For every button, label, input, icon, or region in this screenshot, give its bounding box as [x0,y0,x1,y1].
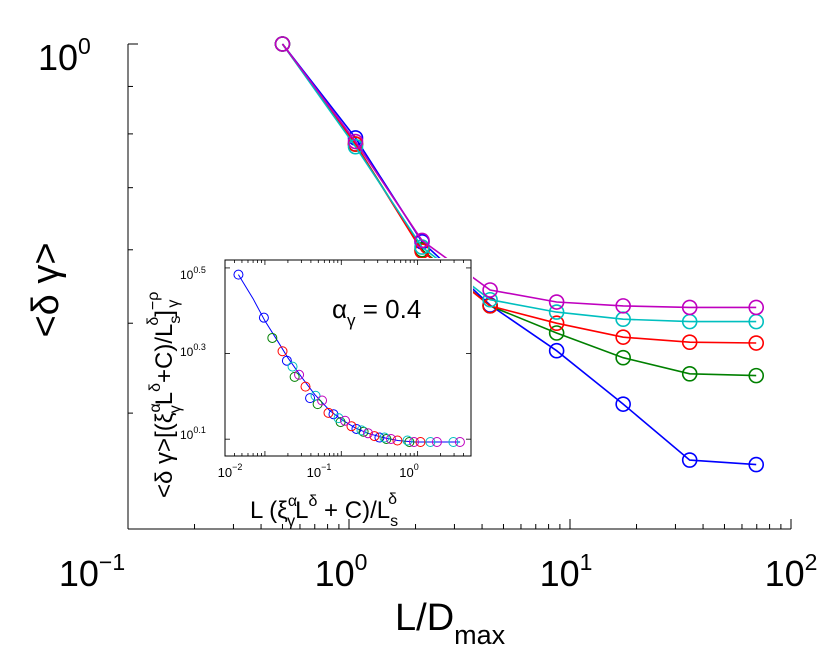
main-point-magenta [748,299,765,316]
inset-point-cyan [425,436,436,447]
main-point-red [548,315,565,332]
main-point-green [615,349,631,366]
inset-point-magenta [454,436,465,447]
inset-point-cyan [310,390,321,401]
main-point-blue [615,396,631,412]
inset-fit-line [237,274,461,443]
inset-point-blue [281,355,292,366]
main-point-magenta [681,299,698,316]
main-point-green [748,367,765,384]
inset-frame [224,259,472,457]
inset-point-red [415,436,426,447]
inset-plot: 10−2 10−1 100 100.1 100.3 100.5 αγ = 0.4… [145,258,473,530]
main-series-line-red [281,43,757,344]
inset-point-magenta [340,415,351,426]
main-point-blue [681,452,698,468]
inset-point-red [300,381,311,392]
main-point-blue [548,342,565,359]
inset-ytick-label-2: 100.5 [180,265,206,282]
inset-ytick-label-1: 100.3 [180,342,206,359]
inset-point-red [392,435,403,446]
main-ytick-label-0: 100 [38,33,91,78]
inset-point-blue [374,432,385,443]
inset-point-magenta [294,369,305,380]
inset-point-magenta [408,436,419,447]
main-point-magenta [347,133,364,150]
main-point-magenta [274,36,291,52]
inset-y-label: <δ γ>[(ξα γLδ+C)/Lsδ]−ρ γ [145,292,184,498]
inset-point-red [369,431,380,442]
main-xtick-label-2: 101 [540,549,593,594]
inset-point-blue [233,269,244,280]
inset-point-green [289,371,300,382]
main-xtick-label-1: 100 [315,549,368,594]
main-point-cyan [347,138,364,155]
main-point-green [681,366,698,382]
main-y-label: <δ γ> [25,242,67,337]
inset-point-cyan [379,432,390,443]
inset-point-green [358,426,369,437]
inset-point-magenta [317,395,328,406]
inset-point-cyan [402,435,413,446]
inset-xtick-label-2: 100 [399,462,418,480]
inset-ytick-label-0: 100.1 [180,425,206,442]
inset-point-cyan [287,361,298,372]
main-plot: 10−1 100 101 102 100 L/Dmax <δ γ> [25,33,817,650]
inset-point-green [404,436,415,447]
main-point-red [748,335,765,351]
inset-point-blue [328,409,339,420]
inset-point-magenta [386,434,397,445]
inset-point-cyan [356,425,367,436]
main-series-line-blue [281,43,757,466]
inset-point-red [346,421,357,432]
main-x-label: L/Dmax [395,597,506,650]
main-series-line-cyan [281,43,757,323]
main-point-red [615,329,631,345]
main-point-cyan [548,304,565,320]
inset-point-green [267,332,278,343]
main-point-magenta [482,282,498,298]
inset-point-magenta [431,436,442,447]
main-xtick-label-0: 10−1 [59,549,125,594]
main-point-magenta [615,298,631,314]
main-point-green [548,325,565,341]
inset-xtick-label-1: 10−1 [307,462,332,480]
inset-point-cyan [448,436,459,447]
inset-point-cyan [333,413,344,424]
inset-point-blue [305,393,316,404]
main-point-magenta [414,232,430,249]
main-point-cyan [482,291,498,308]
inset-background [223,258,473,458]
inset-x-label: L (ξα γLδ + C)/Lsδ [250,491,398,530]
inset-point-blue [258,312,269,323]
inset-xtick-label-0: 10−2 [218,462,243,480]
main-series-line-magenta [281,43,757,309]
inset-point-red [323,407,334,418]
inset-point-red [277,346,288,357]
inset-annotation: αγ = 0.4 [332,294,421,330]
inset-point-green [381,434,392,445]
inset-point-blue [351,423,362,434]
main-point-red [681,334,698,350]
main-point-magenta [548,294,565,310]
main-xtick-label-3: 102 [765,549,818,594]
inset-point-magenta [363,428,374,439]
main-point-blue [748,456,765,473]
